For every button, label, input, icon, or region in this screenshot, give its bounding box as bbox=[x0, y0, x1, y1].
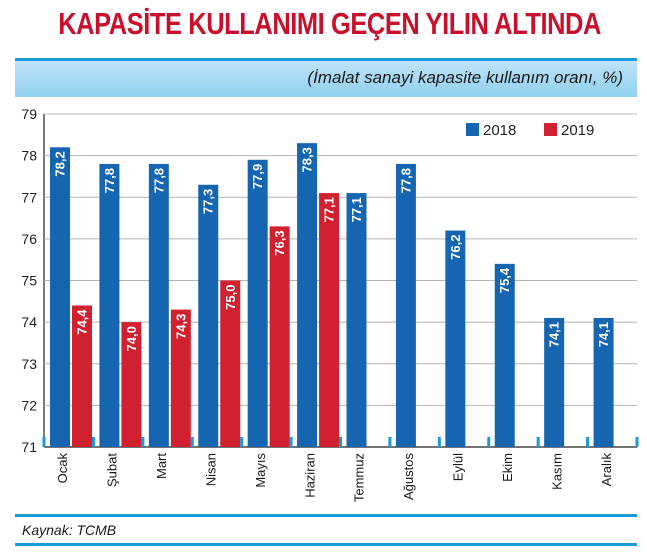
x-boundary-tick bbox=[240, 437, 244, 447]
legend-label-2018: 2018 bbox=[483, 122, 516, 139]
x-boundary-tick bbox=[536, 437, 540, 447]
x-tick-label: Eylül bbox=[451, 453, 466, 481]
bar-value-label: 77,8 bbox=[102, 168, 117, 193]
bar-chart: 71 72 73 74 75 76 77 78 79 2018 2019 78,2 74,4 Ocak 77… bbox=[21, 106, 639, 502]
bar-2018 bbox=[395, 163, 416, 447]
x-boundary-tick bbox=[141, 437, 145, 447]
bar-2018 bbox=[445, 230, 466, 447]
x-boundary-tick bbox=[388, 437, 392, 447]
x-tick-label: Kasım bbox=[549, 453, 564, 490]
bar-2018 bbox=[50, 147, 70, 448]
x-tick-label: Aralık bbox=[599, 453, 614, 487]
bar-2018 bbox=[247, 159, 268, 447]
bar-2018 bbox=[494, 263, 515, 447]
x-boundary-tick bbox=[190, 437, 194, 447]
bar-value-label: 77,3 bbox=[201, 189, 216, 214]
y-tick-label: 78 bbox=[21, 148, 37, 164]
y-tick-label: 71 bbox=[21, 439, 37, 455]
x-boundary-tick bbox=[42, 437, 46, 447]
x-boundary-tick bbox=[437, 437, 441, 447]
bar-value-label: 77,8 bbox=[398, 168, 413, 193]
bar-value-label: 74,1 bbox=[547, 322, 562, 347]
bar-value-label: 77,9 bbox=[250, 164, 265, 189]
x-tick-label: Mayıs bbox=[253, 453, 268, 488]
x-boundary-tick bbox=[586, 437, 590, 447]
bar-2019 bbox=[170, 309, 191, 447]
legend-swatch-2018 bbox=[466, 123, 479, 136]
bar-value-label: 77,8 bbox=[151, 168, 166, 193]
chart-title: KAPASİTE KULLANIMI GEÇEN YILIN ALTINDA bbox=[58, 6, 601, 41]
x-tick-label: Şubat bbox=[105, 453, 120, 487]
bar-value-label: 76,2 bbox=[448, 235, 463, 260]
bar-value-label: 76,3 bbox=[272, 230, 287, 255]
bar-value-label: 77,1 bbox=[349, 197, 364, 222]
chart-subtitle: (İmalat sanayi kapasite kullanım oranı, … bbox=[307, 68, 623, 87]
x-boundary-tick bbox=[487, 437, 491, 447]
bar-2019 bbox=[72, 305, 92, 447]
bar-2019 bbox=[319, 193, 340, 447]
bar-value-label: 74,0 bbox=[124, 326, 139, 351]
x-tick-label: Ağustos bbox=[401, 453, 416, 500]
legend-swatch-2019 bbox=[544, 123, 557, 136]
x-tick-label: Temmuz bbox=[352, 453, 367, 502]
bar-value-label: 74,4 bbox=[75, 309, 90, 335]
bar-value-label: 78,3 bbox=[300, 147, 315, 172]
y-tick-label: 72 bbox=[21, 397, 37, 413]
y-tick-label: 79 bbox=[21, 106, 37, 122]
bar-value-label: 74,3 bbox=[173, 314, 188, 339]
bar-2018 bbox=[346, 193, 367, 447]
y-tick-label: 75 bbox=[21, 273, 37, 289]
bar-value-label: 75,4 bbox=[497, 267, 512, 293]
y-tick-label: 73 bbox=[21, 356, 37, 372]
bar-value-label: 78,2 bbox=[53, 151, 68, 176]
bar-2018 bbox=[148, 163, 169, 447]
bar-2018 bbox=[544, 317, 565, 447]
x-tick-label: Mart bbox=[154, 453, 169, 479]
y-tick-label: 77 bbox=[21, 189, 37, 205]
bar-value-label: 77,1 bbox=[322, 197, 337, 222]
source-note: Kaynak: TCMB bbox=[22, 522, 117, 538]
x-boundary-tick bbox=[289, 437, 293, 447]
bar-2018 bbox=[593, 317, 614, 447]
bar-2018 bbox=[99, 163, 120, 447]
bar-2019 bbox=[269, 226, 290, 447]
x-tick-label: Ocak bbox=[55, 453, 70, 484]
end-rule bbox=[15, 543, 637, 546]
x-tick-label: Nisan bbox=[203, 453, 218, 486]
x-boundary-tick bbox=[339, 437, 342, 447]
x-tick-label: Ekim bbox=[500, 453, 515, 482]
bar-value-label: 74,1 bbox=[596, 322, 611, 347]
bottom-rule bbox=[15, 514, 637, 517]
x-boundary-tick bbox=[91, 437, 95, 447]
subtitle-band: (İmalat sanayi kapasite kullanım oranı, … bbox=[15, 58, 637, 97]
bar-2018 bbox=[297, 143, 318, 447]
bar-2019 bbox=[220, 280, 241, 447]
y-tick-label: 74 bbox=[21, 314, 37, 330]
y-tick-label: 76 bbox=[21, 231, 37, 247]
x-tick-label: Haziran bbox=[302, 453, 317, 498]
legend-label-2019: 2019 bbox=[561, 122, 594, 139]
bar-2018 bbox=[198, 184, 219, 447]
bar-2019 bbox=[121, 322, 142, 447]
bar-value-label: 75,0 bbox=[223, 285, 238, 310]
x-boundary-tick bbox=[635, 437, 639, 447]
